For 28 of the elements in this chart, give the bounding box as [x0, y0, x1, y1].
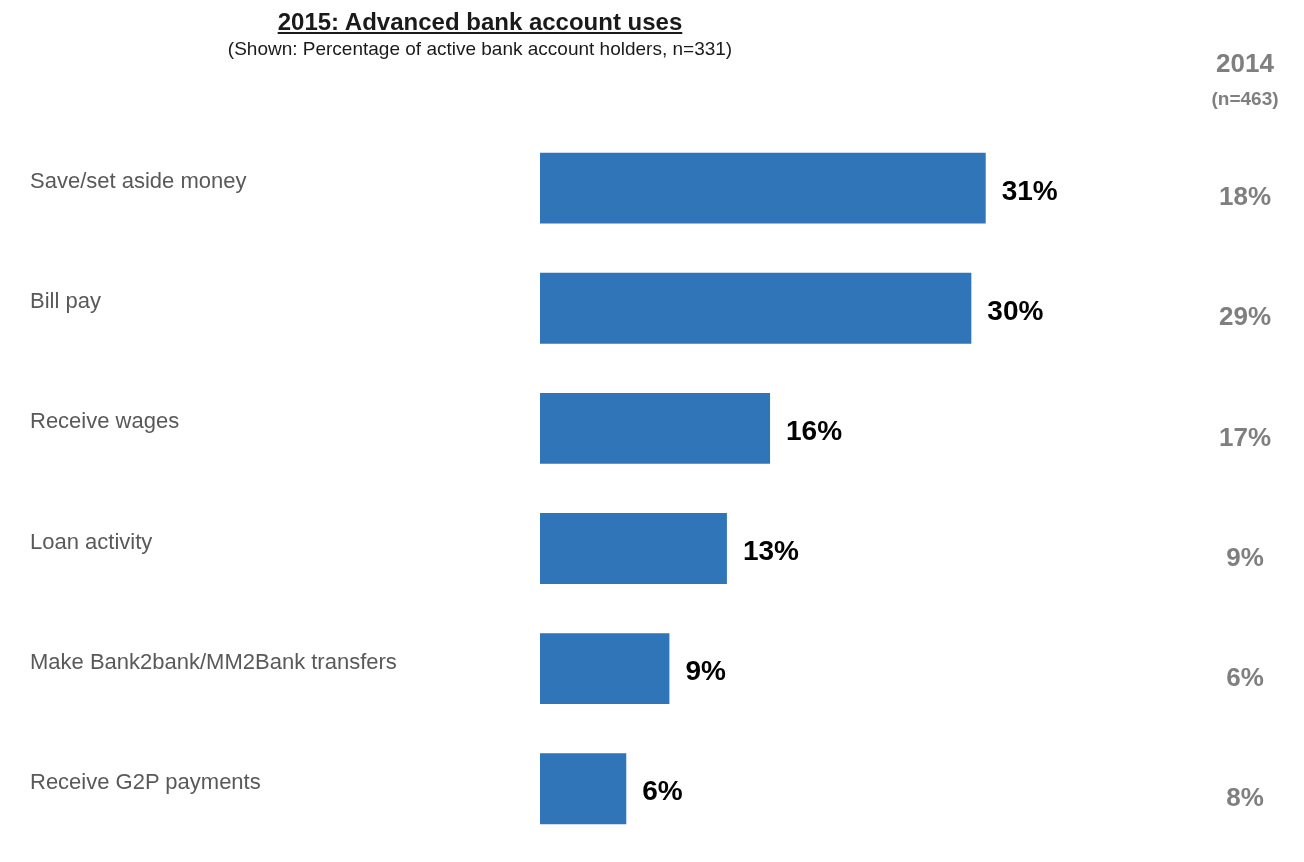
- text: 9%: [1226, 541, 1264, 572]
- text: 2014: [1215, 48, 1275, 79]
- y-tick-label: Make Bank2bank/MM2Bank transfers: [30, 648, 397, 674]
- data-label: 6%: [642, 775, 683, 807]
- data-label: 16%: [786, 415, 843, 447]
- text: 29%: [1218, 301, 1272, 332]
- data-label: 13%: [742, 535, 800, 567]
- chart-title: 2015: Advanced bank account uses: [276, 8, 684, 36]
- bar: [540, 152, 986, 224]
- text: (n=463): [1210, 88, 1280, 110]
- y-tick-label: Bill pay: [30, 288, 101, 314]
- text: 18%: [1218, 181, 1272, 212]
- data-label: 9%: [685, 655, 726, 687]
- y-tick-label: Loan activity: [30, 528, 153, 554]
- text: 17%: [1218, 421, 1272, 452]
- text: 6%: [1226, 661, 1264, 692]
- bar: [540, 633, 670, 705]
- data-label: 30%: [987, 294, 1044, 326]
- chart-subtitle: (Shown: Percentage of active bank account holders, n=331): [226, 38, 734, 60]
- y-tick-label: Receive G2P payments: [30, 768, 261, 794]
- y-tick-label: Receive wages: [30, 408, 180, 434]
- bar: [540, 753, 627, 825]
- y-tick-label: Save/set aside money: [30, 168, 247, 194]
- bar: [540, 513, 727, 584]
- text: 8%: [1226, 781, 1264, 812]
- bar: [540, 392, 771, 464]
- bar: [540, 272, 972, 344]
- data-label: 31%: [1001, 174, 1058, 206]
